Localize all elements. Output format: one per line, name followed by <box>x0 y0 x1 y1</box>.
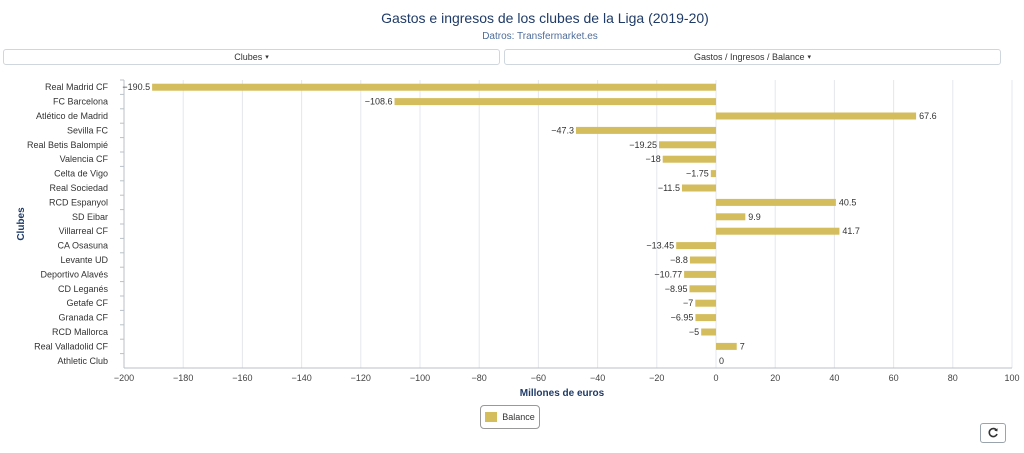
legend-swatch <box>485 412 498 422</box>
data-label: 9.9 <box>748 212 761 222</box>
data-label: 41.7 <box>842 226 860 236</box>
category-label: Valencia CF <box>60 154 109 164</box>
x-tick-label: −160 <box>232 373 252 383</box>
legend-label: Balance <box>502 412 535 422</box>
data-label: −7 <box>683 298 693 308</box>
clubs-dropdown-label: Clubes <box>234 52 263 62</box>
category-label: Getafe CF <box>66 298 108 308</box>
chevron-down-icon: ▾ <box>265 54 269 61</box>
data-label: −19.25 <box>629 140 657 150</box>
bar <box>394 98 716 106</box>
chart-subtitle: Datros: Transfermarket.es <box>482 31 598 42</box>
legend[interactable]: Balance <box>480 405 540 429</box>
data-label: −6.95 <box>671 313 694 323</box>
bar <box>716 213 746 221</box>
bar <box>152 83 716 91</box>
category-label: CA Osasuna <box>57 241 108 251</box>
data-label: 0 <box>719 356 724 366</box>
bar <box>716 198 836 206</box>
category-label: Athletic Club <box>57 356 108 366</box>
data-label: −1.75 <box>686 169 709 179</box>
chart-title: Gastos e ingresos de los clubes de la Li… <box>381 10 709 26</box>
data-label: −13.45 <box>646 241 674 251</box>
data-label: 67.6 <box>919 111 937 121</box>
bar <box>716 342 737 350</box>
bar <box>575 126 716 134</box>
category-label: Atlético de Madrid <box>36 111 108 121</box>
bar <box>710 170 716 178</box>
bar <box>716 112 917 120</box>
data-label: −18 <box>645 154 660 164</box>
category-label: RCD Espanyol <box>49 197 108 207</box>
x-tick-label: 100 <box>1004 373 1019 383</box>
data-label: −47.3 <box>551 125 574 135</box>
x-tick-label: 20 <box>770 373 780 383</box>
data-label: −8.8 <box>670 255 688 265</box>
chevron-down-icon: ▾ <box>807 54 812 61</box>
category-label: RCD Mallorca <box>52 327 108 337</box>
category-label: Villarreal CF <box>59 226 109 236</box>
category-label: Real Betis Balompié <box>27 140 108 150</box>
data-label: −10.77 <box>654 269 682 279</box>
refresh-icon <box>988 427 998 438</box>
bar <box>659 141 716 149</box>
metric-dropdown[interactable]: Gastos / Ingresos / Balance ▾ <box>504 49 1001 65</box>
data-label: −11.5 <box>658 183 680 193</box>
category-label: Granada CF <box>58 313 108 323</box>
x-tick-label: −200 <box>114 373 134 383</box>
category-label: Levante UD <box>60 255 108 265</box>
data-label: −8.95 <box>665 284 688 294</box>
bar <box>716 227 840 235</box>
bar <box>695 299 716 307</box>
bar <box>695 314 716 322</box>
x-tick-label: −140 <box>291 373 311 383</box>
x-tick-label: 40 <box>829 373 839 383</box>
refresh-button[interactable] <box>980 423 1006 443</box>
x-tick-label: 60 <box>889 373 899 383</box>
metric-dropdown-label: Gastos / Ingresos / Balance <box>693 52 805 62</box>
bar <box>676 242 716 250</box>
category-label: Deportivo Alavés <box>40 269 108 279</box>
x-tick-label: −180 <box>173 373 193 383</box>
x-tick-label: 80 <box>948 373 958 383</box>
data-label: 40.5 <box>839 197 857 207</box>
bar <box>689 285 716 293</box>
bar <box>701 328 716 336</box>
bar <box>662 155 716 163</box>
category-label: Real Madrid CF <box>45 82 109 92</box>
bar <box>684 270 716 278</box>
x-tick-label: −100 <box>410 373 430 383</box>
x-tick-label: −20 <box>649 373 664 383</box>
category-label: Celta de Vigo <box>54 169 108 179</box>
category-label: Real Sociedad <box>49 183 108 193</box>
y-axis-title: Clubes <box>16 207 27 241</box>
x-tick-label: −120 <box>351 373 371 383</box>
category-label: SD Eibar <box>72 212 108 222</box>
data-label: −5 <box>689 327 699 337</box>
x-tick-label: 0 <box>713 373 718 383</box>
x-axis-title: Millones de euros <box>520 388 605 399</box>
data-label: −108.6 <box>365 97 393 107</box>
clubs-dropdown[interactable]: Clubes ▾ <box>3 49 500 65</box>
data-label: −190.5 <box>122 82 150 92</box>
category-label: Real Valladolid CF <box>34 341 108 351</box>
x-tick-label: −60 <box>531 373 546 383</box>
bar <box>681 184 716 192</box>
data-label: 7 <box>740 341 745 351</box>
category-label: Sevilla FC <box>67 125 109 135</box>
category-label: CD Leganés <box>58 284 109 294</box>
category-label: FC Barcelona <box>53 97 108 107</box>
bar <box>689 256 716 264</box>
x-tick-label: −40 <box>590 373 605 383</box>
x-tick-label: −80 <box>472 373 487 383</box>
